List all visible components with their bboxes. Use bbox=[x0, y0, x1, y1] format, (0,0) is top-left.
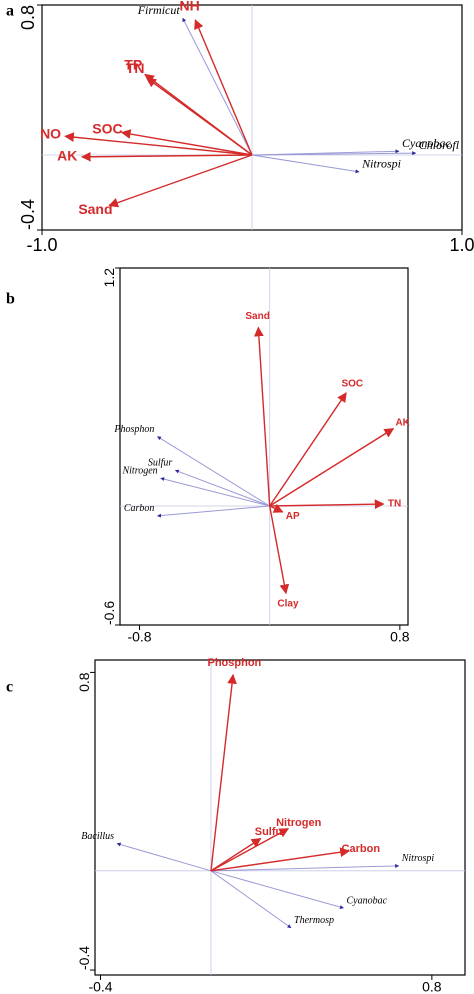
species-label: Nitrogen bbox=[121, 466, 157, 477]
plot-frame bbox=[119, 267, 409, 626]
species-label: Carbon bbox=[124, 503, 155, 514]
env-label: SOC bbox=[92, 121, 122, 137]
y-tick-label: -0.6 bbox=[101, 601, 117, 625]
species-label: Firmicut bbox=[137, 3, 181, 17]
env-vector bbox=[269, 499, 385, 510]
species-vector bbox=[116, 842, 212, 872]
env-label: SOC bbox=[341, 378, 363, 389]
x-tick-label: -0.4 bbox=[88, 978, 112, 994]
env-vector bbox=[120, 129, 253, 156]
x-tick-label: 0.8 bbox=[390, 628, 410, 644]
y-tick-label: -0.4 bbox=[76, 946, 92, 970]
env-vector bbox=[210, 837, 262, 872]
species-vector bbox=[210, 863, 400, 872]
species-vector bbox=[251, 154, 360, 174]
species-vector bbox=[157, 505, 270, 518]
species-label: Nitrospi bbox=[401, 853, 435, 864]
species-label: Bacillus bbox=[81, 831, 114, 842]
species-vector bbox=[157, 436, 270, 507]
species-vector bbox=[210, 870, 344, 909]
env-label: AK bbox=[395, 417, 410, 428]
env-label: Clay bbox=[277, 599, 299, 610]
env-vector bbox=[64, 132, 253, 156]
env-vector bbox=[269, 392, 347, 507]
env-label: Sulfur bbox=[255, 826, 287, 838]
env-label: Phosphon bbox=[208, 657, 262, 669]
env-vector bbox=[253, 326, 271, 507]
species-vector bbox=[251, 151, 417, 156]
env-label: TN bbox=[126, 60, 145, 76]
env-vector bbox=[269, 503, 284, 513]
species-label: Thermosp bbox=[294, 915, 334, 926]
env-label: Nitrogen bbox=[276, 817, 322, 829]
y-tick-label: 0.8 bbox=[76, 672, 92, 692]
species-vector bbox=[182, 17, 253, 156]
species-vector bbox=[174, 469, 270, 507]
env-label: AP bbox=[286, 511, 300, 522]
panel-letter: a bbox=[6, 3, 14, 20]
species-vector bbox=[160, 477, 270, 507]
env-vector bbox=[146, 77, 253, 156]
env-vector bbox=[210, 847, 350, 872]
x-tick-label: 0.8 bbox=[422, 978, 442, 994]
species-label: Cyanobac bbox=[347, 895, 388, 906]
species-label: Cyanobac bbox=[402, 136, 451, 150]
env-label: AK bbox=[57, 148, 77, 164]
species-label: Nitrospi bbox=[361, 157, 401, 171]
env-vector bbox=[210, 828, 290, 872]
env-label: NH bbox=[180, 0, 200, 13]
env-vector bbox=[108, 154, 253, 208]
env-label: TP bbox=[124, 56, 142, 72]
species-vector bbox=[210, 870, 292, 929]
env-label: Sand bbox=[245, 311, 269, 322]
x-tick-label: -0.8 bbox=[127, 628, 151, 644]
env-vector bbox=[269, 505, 290, 595]
env-vector bbox=[80, 151, 253, 162]
env-vector bbox=[194, 19, 253, 156]
panel-letter: c bbox=[6, 679, 13, 696]
species-label: Chlorofl bbox=[419, 138, 460, 152]
y-tick-label: 1.2 bbox=[101, 268, 117, 288]
y-tick-label: -0.4 bbox=[18, 199, 38, 230]
y-tick-label: 0.8 bbox=[18, 5, 38, 30]
env-label: TN bbox=[388, 498, 401, 509]
env-label: NO bbox=[40, 125, 61, 141]
env-vector bbox=[269, 428, 395, 507]
env-vector bbox=[210, 673, 237, 871]
x-tick-label: -1.0 bbox=[26, 235, 57, 255]
panel-letter: b bbox=[6, 291, 15, 308]
plot-frame bbox=[94, 659, 466, 976]
env-label: Sand bbox=[78, 201, 112, 217]
species-label: Sulfur bbox=[148, 458, 173, 469]
x-tick-label: 1.0 bbox=[449, 235, 474, 255]
env-label: Carbon bbox=[342, 843, 381, 855]
species-label: Phosphon bbox=[113, 424, 154, 435]
